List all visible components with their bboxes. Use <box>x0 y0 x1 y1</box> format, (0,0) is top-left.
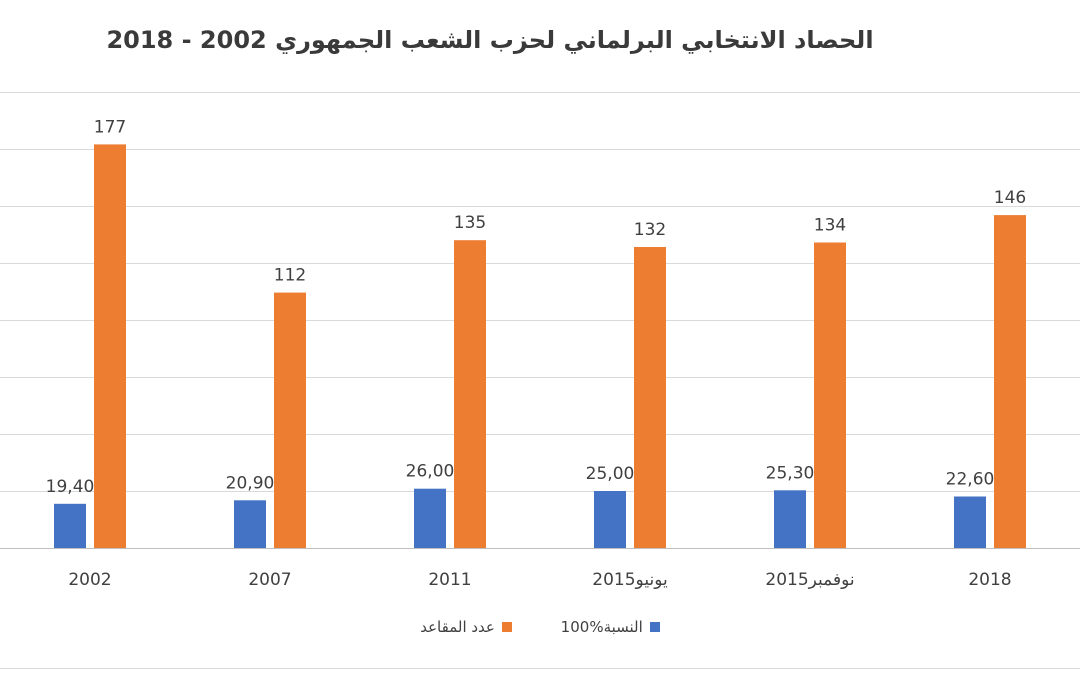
legend-item-percentage: النسبة%100 <box>561 618 660 636</box>
bar-percentage <box>414 488 446 548</box>
legend-label-seats: عدد المقاعد <box>420 618 495 636</box>
bar-percentage <box>594 491 626 548</box>
data-label-percentage: 26,00 <box>406 462 455 482</box>
bar-percentage <box>54 503 86 548</box>
legend-swatch-seats <box>501 622 512 632</box>
x-tick-label: 2011 <box>428 570 471 590</box>
x-tick-label: نوفمبر2015 <box>765 570 854 590</box>
x-axis-tick-labels: 2002 2007 2011 يونيو2015 نوفمبر2015 2018 <box>68 570 1011 590</box>
bar-percentage <box>234 500 266 548</box>
bar-seats <box>814 242 846 548</box>
data-labels: 19,40 177 20,90 112 26,00 135 25,00 132 25,30 134… <box>46 117 1027 496</box>
legend-swatch-percentage <box>649 622 660 632</box>
data-label-seats: 146 <box>994 188 1026 208</box>
data-label-seats: 132 <box>634 220 666 240</box>
bar-seats <box>94 144 126 548</box>
data-label-percentage: 19,40 <box>46 477 95 497</box>
x-tick-label: 2002 <box>68 570 111 590</box>
frame-bottom-border <box>0 668 1080 669</box>
legend: عدد المقاعد النسبة%100 <box>0 618 1080 636</box>
data-label-seats: 177 <box>94 117 126 137</box>
x-tick-label: 2007 <box>248 570 291 590</box>
bar-percentage <box>774 490 806 548</box>
legend-item-seats: عدد المقاعد <box>420 618 512 636</box>
bar-percentage <box>954 496 986 548</box>
chart-title: الحصاد الانتخابي البرلماني لحزب الشعب ال… <box>106 26 874 54</box>
data-label-seats: 134 <box>814 216 846 236</box>
data-label-percentage: 20,90 <box>226 473 275 493</box>
bars <box>54 144 1026 548</box>
data-label-percentage: 25,30 <box>766 463 815 483</box>
bar-seats <box>634 247 666 548</box>
data-label-seats: 112 <box>274 266 306 286</box>
x-tick-label: 2018 <box>968 570 1011 590</box>
data-label-seats: 135 <box>454 213 486 233</box>
data-label-percentage: 25,00 <box>586 464 635 484</box>
legend-label-percentage: النسبة%100 <box>560 618 643 636</box>
gridlines <box>0 92 1080 549</box>
bar-seats <box>274 292 306 548</box>
data-label-percentage: 22,60 <box>946 470 995 490</box>
x-tick-label: يونيو2015 <box>592 570 668 590</box>
bar-seats <box>994 215 1026 548</box>
bar-seats <box>454 240 486 548</box>
